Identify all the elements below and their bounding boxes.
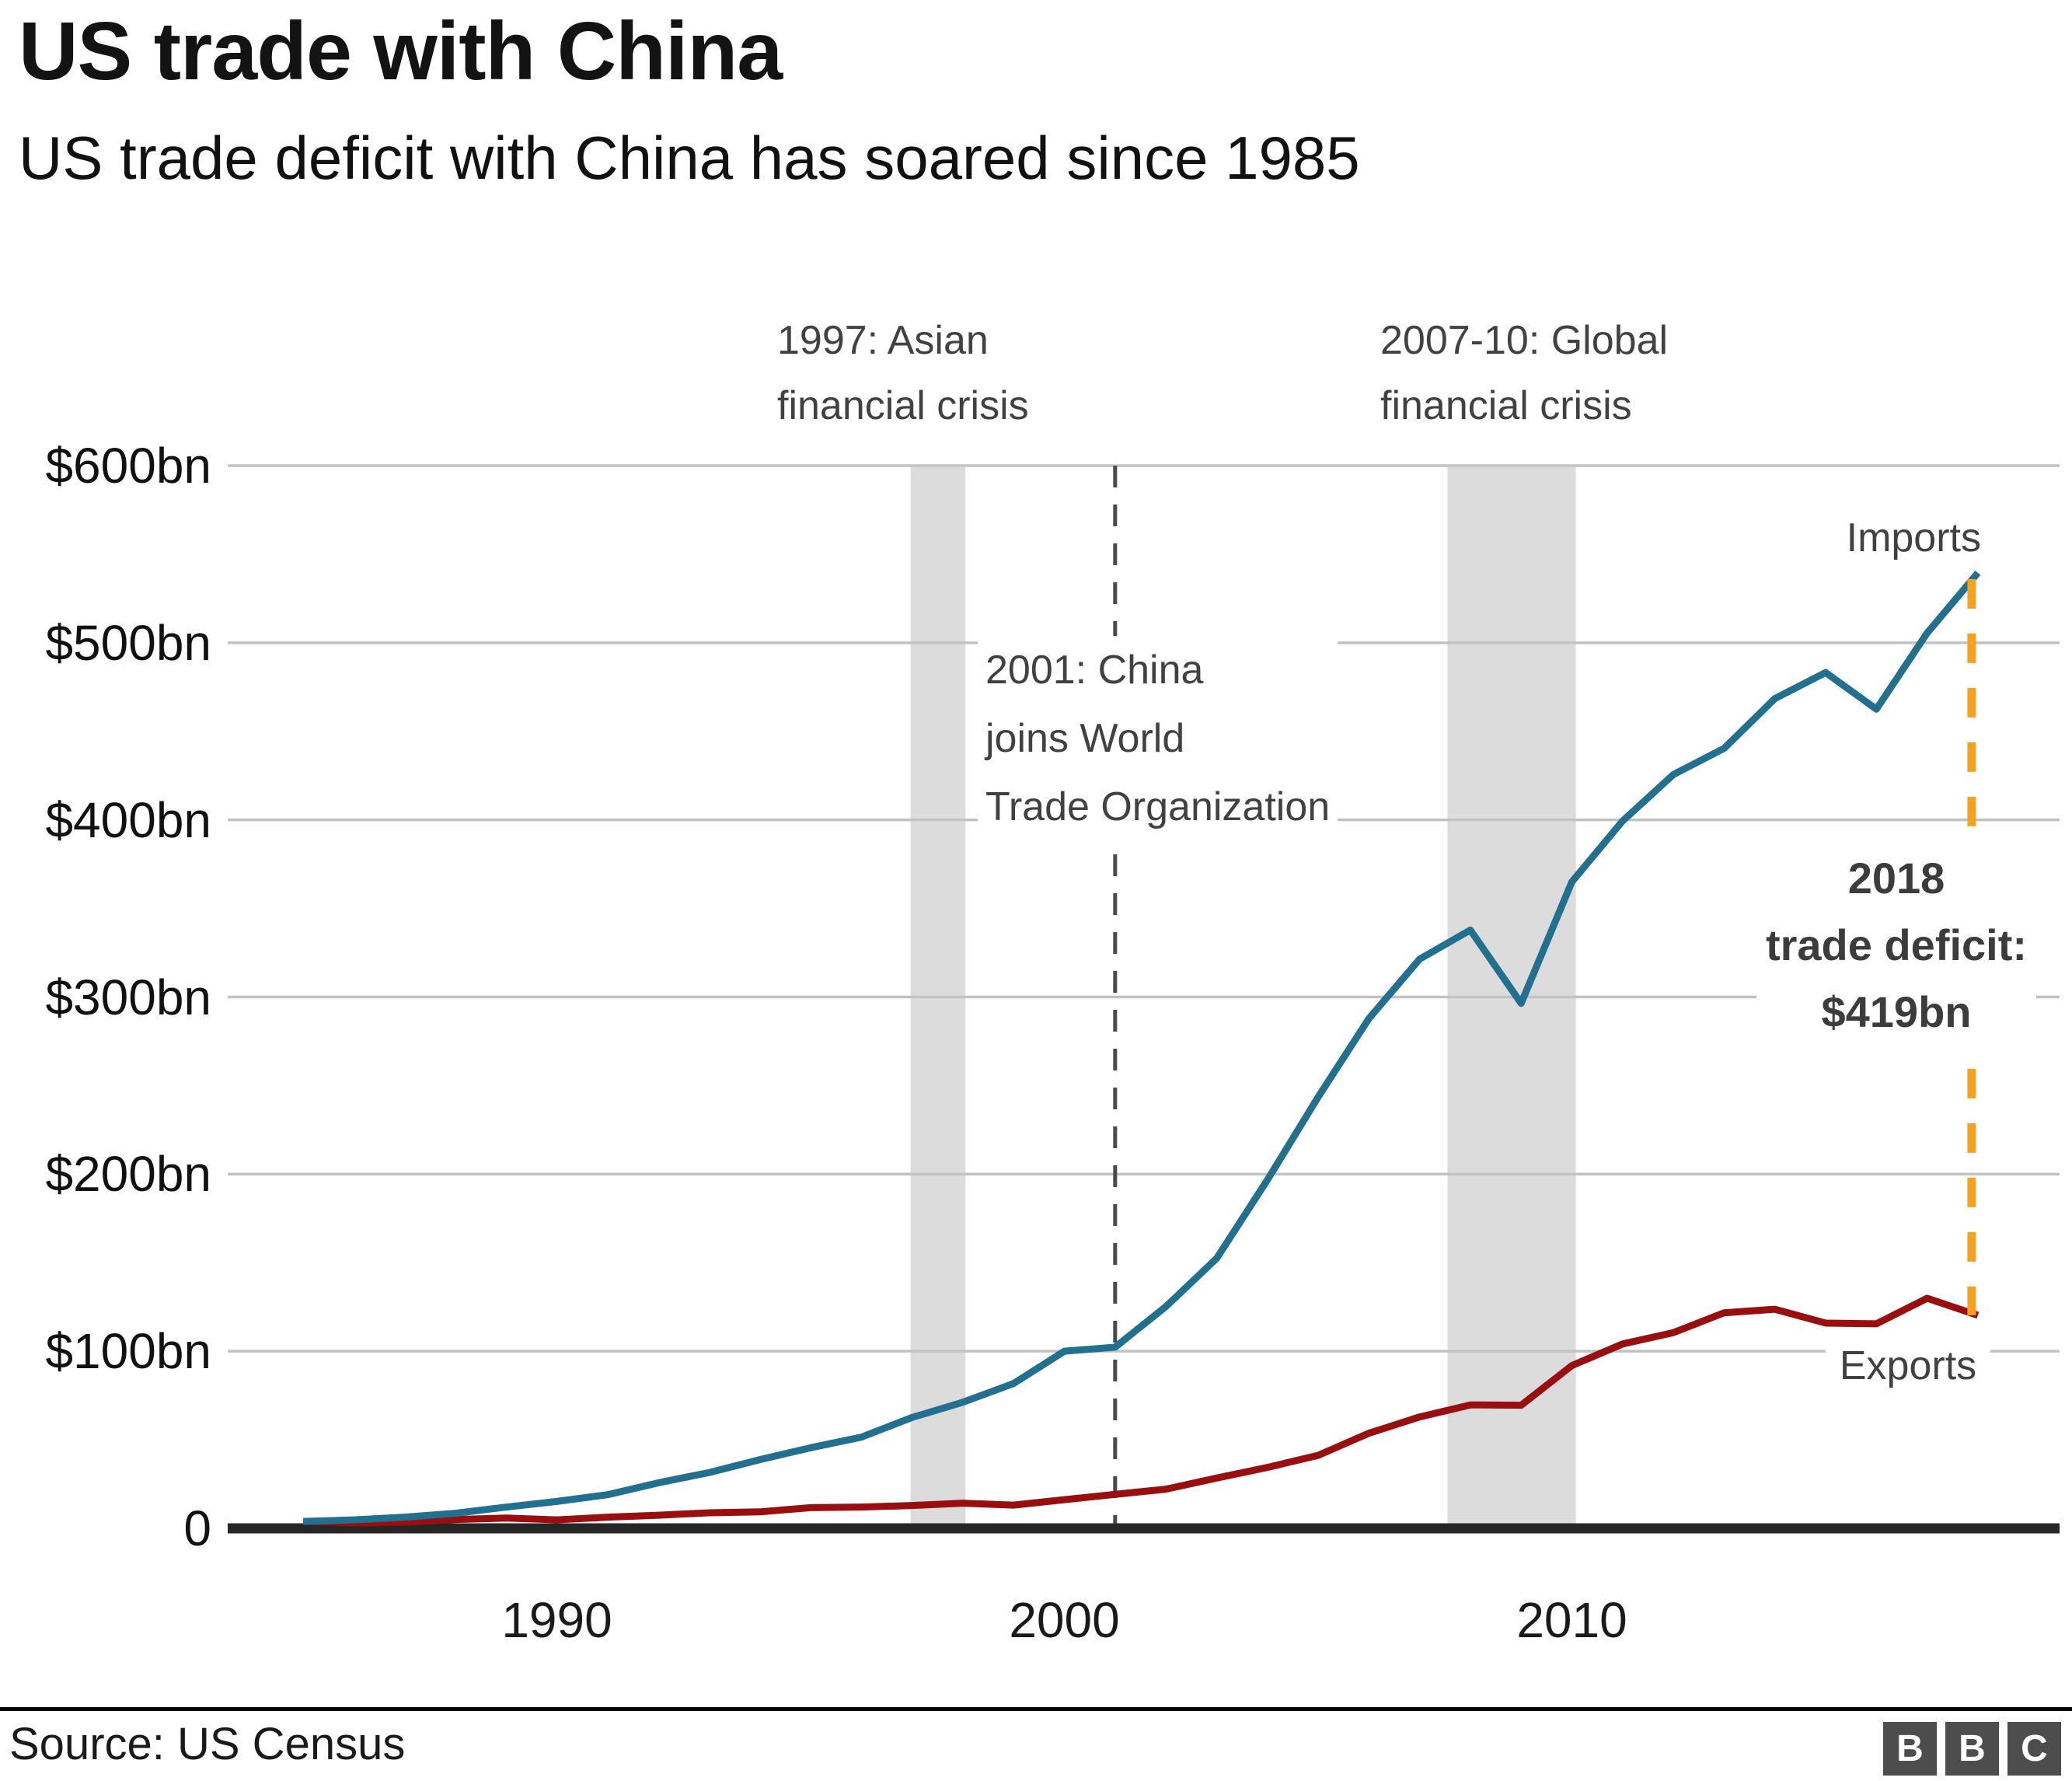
annotation-line: 1997: Asian [777,318,989,363]
annotation-line: 2001: China [985,648,1204,693]
annotation-line: $419bn [1821,987,1972,1036]
imports-line [302,570,1981,1525]
annotation-global-crisis: 2007-10: Global financial crisis [1380,308,1668,438]
exports-line [302,1294,1980,1527]
annotation-line: trade deficit: [1765,920,2028,969]
y-tick-label: $200bn [45,1146,211,1203]
bbc-logo-letter: B [1883,1722,1937,1776]
annotation-wto: 2001: China joins World Trade Organizati… [978,636,1338,841]
y-tick-label: $300bn [45,969,211,1025]
y-tick-label: $400bn [45,791,211,848]
bbc-logo-letter: C [2007,1722,2061,1776]
bbc-logo: B B C [1883,1722,2061,1776]
imports-series-label: Imports [1846,515,1981,560]
bbc-logo-letter: B [1945,1722,1999,1776]
x-tick-label: 2000 [1009,1592,1120,1648]
annotation-line: financial crisis [1380,383,1632,428]
source-credit: Source: US Census [9,1719,406,1769]
exports-series-label: Exports [1825,1344,1991,1388]
annotation-line: financial crisis [777,383,1029,428]
crisis-band [910,466,966,1534]
annotation-2018-deficit: 2018 trade deficit: $419bn [1756,845,2037,1046]
y-tick-label: $100bn [45,1323,211,1380]
annotation-line: 2007-10: Global [1380,318,1669,363]
x-tick-label: 1990 [501,1592,612,1648]
crisis-band [1447,466,1576,1534]
x-tick-label: 2010 [1516,1592,1627,1648]
annotation-asian-crisis: 1997: Asian financial crisis [777,308,1029,438]
page-subtitle: US trade deficit with China has soared s… [19,124,1360,192]
page-title: US trade with China [19,5,783,97]
footer-divider [0,1707,2072,1711]
annotation-line: Trade Organization [985,784,1331,829]
y-tick-label: 0 [183,1500,211,1556]
annotation-line: 2018 [1847,854,1945,903]
y-tick-label: $500bn [45,614,211,671]
annotation-line: joins World [985,716,1185,761]
y-tick-label: $600bn [45,438,211,494]
